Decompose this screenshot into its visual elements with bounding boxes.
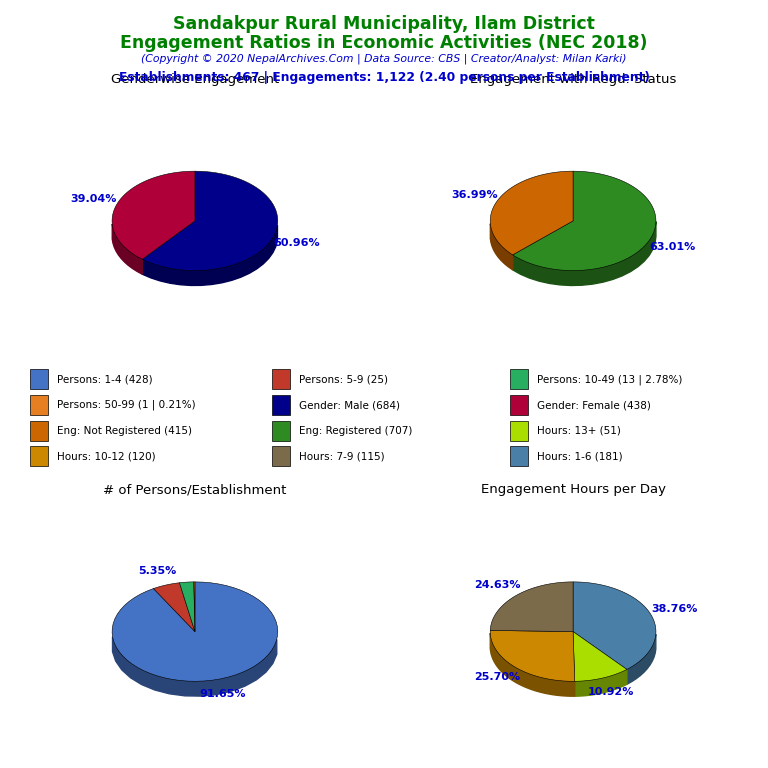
Text: Sandakpur Rural Municipality, Ilam District: Sandakpur Rural Municipality, Ilam Distr… [173, 15, 595, 33]
Title: Engagement with Regd. Status: Engagement with Regd. Status [470, 73, 677, 86]
Text: 5.35%: 5.35% [138, 566, 177, 576]
Text: Gender: Female (438): Gender: Female (438) [537, 400, 651, 410]
Text: Persons: 10-49 (13 | 2.78%): Persons: 10-49 (13 | 2.78%) [537, 374, 683, 385]
Polygon shape [142, 225, 277, 286]
Text: (Copyright © 2020 NepalArchives.Com | Data Source: CBS | Creator/Analyst: Milan : (Copyright © 2020 NepalArchives.Com | Da… [141, 54, 627, 65]
Polygon shape [513, 171, 656, 270]
Bar [511, 369, 528, 389]
Bar [30, 395, 48, 415]
Text: 38.76%: 38.76% [651, 604, 697, 614]
Polygon shape [490, 171, 573, 255]
Text: 91.65%: 91.65% [200, 689, 246, 699]
Polygon shape [513, 221, 656, 286]
Polygon shape [627, 634, 656, 684]
Bar [272, 421, 290, 441]
Text: Persons: 50-99 (1 | 0.21%): Persons: 50-99 (1 | 0.21%) [57, 400, 196, 410]
Polygon shape [112, 224, 142, 274]
Text: 63.01%: 63.01% [649, 242, 695, 252]
Text: 24.63%: 24.63% [475, 581, 521, 591]
Text: Establishments: 467 | Engagements: 1,122 (2.40 persons per Establishment): Establishments: 467 | Engagements: 1,122… [118, 71, 650, 84]
Text: Eng: Registered (707): Eng: Registered (707) [299, 425, 412, 435]
Polygon shape [490, 631, 574, 681]
Bar [30, 446, 48, 466]
Text: Hours: 7-9 (115): Hours: 7-9 (115) [299, 452, 385, 462]
Polygon shape [573, 582, 656, 670]
Bar [511, 395, 528, 415]
Polygon shape [573, 631, 627, 681]
Bar [511, 446, 528, 466]
Polygon shape [490, 633, 574, 697]
Polygon shape [194, 582, 195, 631]
Title: Genderwise Engagement: Genderwise Engagement [111, 73, 279, 86]
Bar [30, 369, 48, 389]
Bar [272, 446, 290, 466]
Polygon shape [154, 583, 195, 631]
Title: # of Persons/Establishment: # of Persons/Establishment [103, 484, 286, 496]
Text: 39.04%: 39.04% [71, 194, 117, 204]
Polygon shape [142, 171, 278, 270]
Text: 25.70%: 25.70% [474, 672, 520, 682]
Polygon shape [490, 582, 573, 631]
Text: 36.99%: 36.99% [451, 190, 498, 200]
Bar [511, 421, 528, 441]
Text: Hours: 10-12 (120): Hours: 10-12 (120) [57, 452, 156, 462]
Polygon shape [112, 582, 278, 681]
Text: 10.92%: 10.92% [588, 687, 634, 697]
Text: Engagement Ratios in Economic Activities (NEC 2018): Engagement Ratios in Economic Activities… [121, 34, 647, 51]
Bar [272, 395, 290, 415]
Text: Persons: 1-4 (428): Persons: 1-4 (428) [57, 375, 153, 385]
Polygon shape [180, 582, 195, 631]
Bar [30, 421, 48, 441]
Text: Eng: Not Registered (415): Eng: Not Registered (415) [57, 425, 192, 435]
Title: Engagement Hours per Day: Engagement Hours per Day [481, 484, 666, 496]
Text: Hours: 1-6 (181): Hours: 1-6 (181) [537, 452, 623, 462]
Text: 60.96%: 60.96% [273, 238, 319, 248]
Text: Hours: 13+ (51): Hours: 13+ (51) [537, 425, 621, 435]
Text: Persons: 5-9 (25): Persons: 5-9 (25) [299, 375, 388, 385]
Polygon shape [113, 637, 276, 696]
Bar [272, 369, 290, 389]
Polygon shape [490, 223, 513, 270]
Polygon shape [112, 171, 195, 260]
Text: Gender: Male (684): Gender: Male (684) [299, 400, 400, 410]
Polygon shape [574, 670, 627, 697]
